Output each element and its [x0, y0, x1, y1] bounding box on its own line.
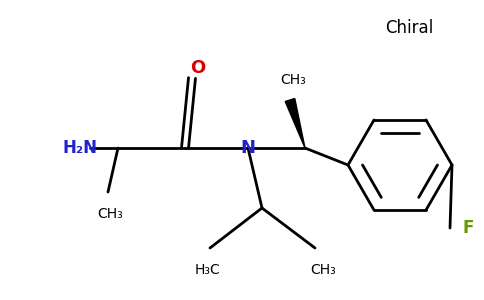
- Text: H₃C: H₃C: [195, 263, 221, 277]
- Polygon shape: [285, 98, 305, 148]
- Text: CH₃: CH₃: [280, 73, 306, 87]
- Text: CH₃: CH₃: [310, 263, 336, 277]
- Text: Chiral: Chiral: [385, 19, 433, 37]
- Text: H₂N: H₂N: [62, 139, 97, 157]
- Text: CH₃: CH₃: [97, 207, 123, 221]
- Text: O: O: [190, 59, 206, 77]
- Text: F: F: [462, 219, 473, 237]
- Text: N: N: [241, 139, 256, 157]
